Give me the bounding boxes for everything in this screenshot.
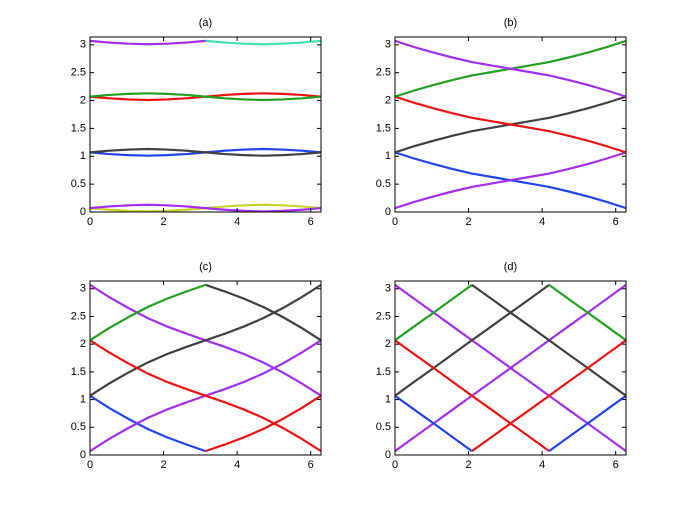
plot-area xyxy=(395,283,626,453)
series-line xyxy=(395,394,473,453)
series-line xyxy=(471,283,626,397)
axes-box xyxy=(394,280,627,456)
series-line xyxy=(90,339,321,453)
y-tick-label: 2.5 xyxy=(376,67,391,79)
y-tick-label: 0 xyxy=(80,206,86,218)
y-tick-label: 2.5 xyxy=(71,67,86,79)
subplot-title: (a) xyxy=(199,17,212,29)
x-tick-label: 0 xyxy=(392,216,398,228)
x-tick-label: 2 xyxy=(466,216,472,228)
axes-box xyxy=(89,36,322,213)
subplot-title: (b) xyxy=(504,17,517,29)
y-tick-label: 0 xyxy=(385,449,391,461)
y-tick-label: 0.5 xyxy=(376,178,391,190)
x-tick-label: 0 xyxy=(392,459,398,471)
axes-box xyxy=(394,36,627,213)
subplot-title: (c) xyxy=(199,261,212,273)
subplot: (b) 0 0.5 1 1.5 2 2.5 3 0 2 4 6 xyxy=(376,17,627,228)
y-tick-label: 0 xyxy=(385,206,391,218)
series-line xyxy=(90,147,321,157)
y-tick-label: 1 xyxy=(80,150,86,162)
series-line xyxy=(395,283,473,342)
y-tick-label: 2 xyxy=(80,338,86,350)
series-line xyxy=(90,283,206,342)
series-line xyxy=(205,394,321,453)
series-line xyxy=(471,339,626,453)
y-tick-label: 2 xyxy=(385,338,391,350)
series-line xyxy=(205,283,321,342)
y-tick-label: 0 xyxy=(80,449,86,461)
y-tick-label: 1 xyxy=(385,393,391,405)
series-line xyxy=(548,394,626,453)
y-tick-label: 0.5 xyxy=(71,421,86,433)
x-tick-label: 4 xyxy=(539,216,545,228)
y-tick-label: 3 xyxy=(385,39,391,51)
y-tick-label: 0.5 xyxy=(376,421,391,433)
subplot: (c) 0 0.5 1 1.5 2 2.5 3 0 2 4 6 xyxy=(71,261,322,471)
y-tick-label: 3 xyxy=(385,283,391,295)
series-line xyxy=(90,203,321,212)
plot-area xyxy=(90,39,321,212)
x-tick-label: 4 xyxy=(234,216,240,228)
plot-area xyxy=(395,39,626,210)
x-tick-label: 4 xyxy=(234,459,240,471)
series-line xyxy=(548,283,626,342)
y-tick-label: 3 xyxy=(80,39,86,51)
series-line xyxy=(90,92,321,102)
x-tick-label: 0 xyxy=(87,459,93,471)
series-line xyxy=(395,339,550,453)
y-tick-label: 0.5 xyxy=(71,178,86,190)
x-tick-label: 2 xyxy=(466,459,472,471)
y-tick-label: 1.5 xyxy=(376,122,391,134)
subplot: (d) 0 0.5 1 1.5 2 2.5 3 0 2 4 6 xyxy=(376,261,627,471)
y-tick-label: 1.5 xyxy=(376,366,391,378)
series-line xyxy=(395,151,626,210)
y-tick-label: 2.5 xyxy=(376,310,391,322)
subplot: (a) 0 0.5 1 1.5 2 2.5 3 0 2 4 6 xyxy=(71,17,322,228)
y-tick-label: 2 xyxy=(80,94,86,106)
x-tick-label: 6 xyxy=(613,459,619,471)
plot-area xyxy=(90,283,321,453)
series-line xyxy=(90,283,321,397)
series-line xyxy=(395,39,626,98)
y-tick-label: 1 xyxy=(385,150,391,162)
y-tick-label: 2 xyxy=(385,94,391,106)
y-tick-label: 1.5 xyxy=(71,366,86,378)
series-line xyxy=(395,95,626,154)
series-line xyxy=(90,39,206,46)
axes-box xyxy=(89,280,322,456)
series-line xyxy=(90,394,206,453)
series-line xyxy=(395,283,550,397)
x-tick-label: 6 xyxy=(308,459,314,471)
series-line xyxy=(205,39,321,46)
x-tick-label: 2 xyxy=(161,459,167,471)
y-tick-label: 2.5 xyxy=(71,310,86,322)
y-tick-label: 3 xyxy=(80,283,86,295)
x-tick-label: 4 xyxy=(539,459,545,471)
x-tick-label: 0 xyxy=(87,216,93,228)
y-tick-label: 1 xyxy=(80,393,86,405)
x-tick-label: 6 xyxy=(308,216,314,228)
subplot-title: (d) xyxy=(504,261,517,273)
x-tick-label: 2 xyxy=(161,216,167,228)
y-tick-label: 1.5 xyxy=(71,122,86,134)
x-tick-label: 6 xyxy=(613,216,619,228)
